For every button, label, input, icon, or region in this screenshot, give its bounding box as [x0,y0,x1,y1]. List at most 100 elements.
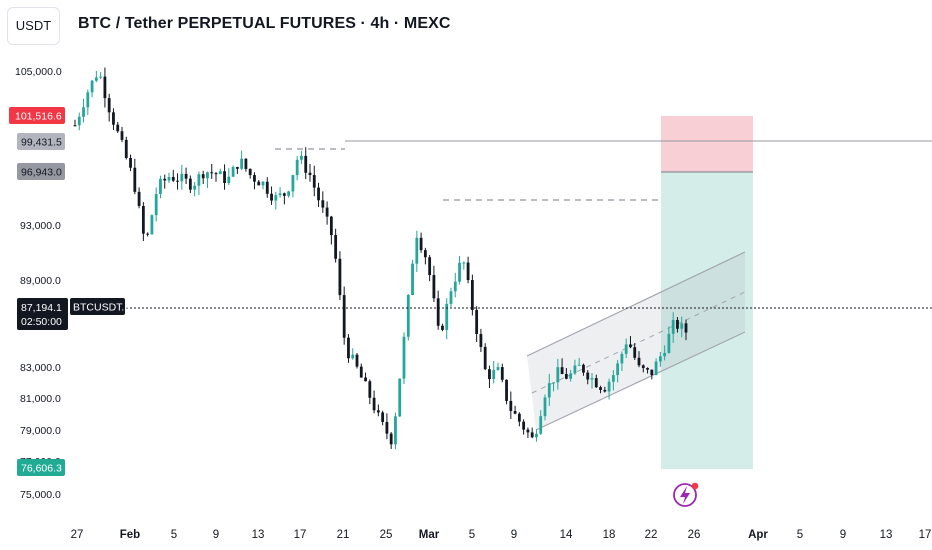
time-tick-label: 5 [797,529,803,541]
candle-down [526,429,530,433]
candle-up [654,361,658,376]
candle-up [671,319,675,334]
take-profit-price-tag-bg [17,459,65,476]
candle-up [94,77,98,81]
time-tick-label: Apr [748,529,768,541]
last-price-countdown: 02:50:00 [21,316,62,328]
last-price-tag-bg [17,298,68,330]
price-tick-label: 93,000.0 [20,220,61,232]
candle-down [137,191,141,206]
ascending-channel-fill[interactable] [527,252,745,430]
channel-lower-line[interactable] [535,331,746,431]
candle-up [82,107,85,117]
candle-down [505,379,508,401]
candle-down [385,421,389,434]
candle-down [176,180,179,182]
candle-down [676,319,679,329]
candle-up [449,291,453,304]
candle-down [248,168,252,176]
stop-loss-price-tag-bg [9,107,65,124]
price-tick-label: 81,000.0 [20,393,61,405]
candle-down [73,125,77,127]
candle-up [90,80,94,93]
candle-up [577,364,581,366]
candle-down [214,173,218,175]
candle-down [428,257,432,276]
candle-down [530,432,534,438]
level-price-tag-text: 99,431.5 [21,137,62,149]
candle-up [398,378,402,417]
currency-button[interactable]: USDT [7,7,60,45]
symbol-tag-text: BTCUSDT.P [73,302,131,314]
candle-down [513,410,517,414]
candle-down [282,193,286,196]
candle-down [488,369,491,380]
candle-up [415,237,419,264]
candle-down [304,155,308,173]
candle-down [112,112,115,125]
candle-down [389,433,393,445]
candle-down [436,298,440,326]
channel-upper-line[interactable] [526,251,746,357]
time-tick-label: 14 [560,529,573,541]
candle-down [265,181,269,194]
event-marker[interactable] [673,482,699,507]
entry-price-tag-bg [17,163,65,180]
stop-loss-zone[interactable] [661,116,753,172]
candle-down [684,323,688,333]
candle-down [308,172,312,176]
candlestick-series[interactable] [73,67,688,450]
last-price-tag: 87,194.1 02:50:00 BTCUSDT.P [17,298,131,330]
candle-down [603,389,607,392]
candle-up [193,185,197,190]
candle-down [594,378,598,388]
candle-up [569,373,573,379]
candle-down [564,373,568,379]
candle-down [116,124,120,132]
time-tick-label: 9 [213,529,219,541]
candle-down [235,167,239,169]
candle-down [372,397,376,411]
event-notification-dot [691,482,699,490]
candle-down [146,233,150,235]
candle-down [163,178,167,181]
candle-down [184,173,188,179]
candle-down [364,377,367,382]
candle-up [406,295,410,337]
candle-up [197,174,201,186]
candle-up [611,375,615,382]
candle-up [206,172,209,179]
candle-up [77,116,81,126]
price-axis[interactable]: 105,000.0 93,000.0 89,000.0 83,000.0 81,… [9,66,131,501]
candle-up [287,191,291,196]
candle-down [342,295,346,338]
candle-down [325,207,329,217]
candle-down [120,131,124,140]
candle-down [201,174,205,179]
time-tick-label: 27 [71,529,84,541]
candle-up [453,281,457,292]
candle-down [466,262,470,281]
candle-up [607,381,611,392]
candle-down [329,216,333,236]
level-price-tag-bg [17,133,65,150]
time-axis[interactable]: 27 Feb 5 9 13 17 21 25 Mar 5 9 14 18 22 … [71,529,932,541]
candle-down [334,235,338,259]
candle-up [150,215,154,235]
candle-up [543,397,547,417]
candle-up [556,367,560,383]
candle-down [103,76,107,99]
time-tick-label: 25 [380,529,393,541]
candle-down [423,250,427,258]
candle-up [458,262,461,282]
time-tick-label: Feb [120,529,140,541]
candle-down [560,367,564,374]
candle-up [351,354,355,359]
candle-down [107,98,111,113]
candle-down [347,337,350,359]
candle-down [312,175,316,188]
candle-up [295,159,299,176]
candle-up [535,433,538,438]
candle-down [419,237,423,251]
